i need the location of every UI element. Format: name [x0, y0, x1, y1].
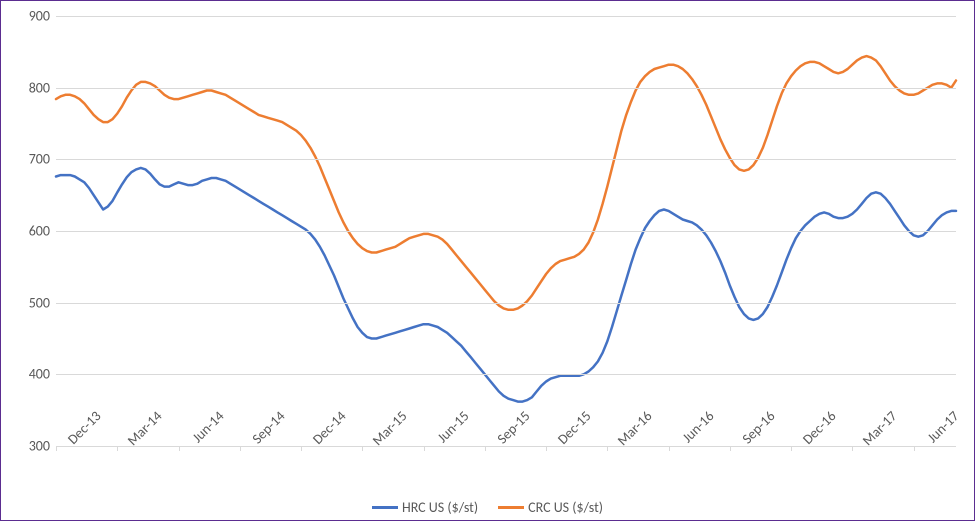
series-line [56, 56, 956, 310]
legend-label: HRC US ($/st) [402, 499, 478, 516]
legend-label: CRC US ($/st) [528, 499, 603, 516]
y-axis-label: 400 [29, 366, 56, 383]
chart-frame: 300400500600700800900Dec-13Mar-14Jun-14S… [0, 0, 975, 521]
y-axis-label: 600 [29, 223, 56, 240]
y-axis-label: 800 [29, 79, 56, 96]
legend-item: HRC US ($/st) [372, 499, 478, 516]
legend-swatch [498, 506, 524, 509]
gridline [56, 303, 956, 304]
gridline [56, 374, 956, 375]
gridline [56, 159, 956, 160]
legend-item: CRC US ($/st) [498, 499, 603, 516]
gridline [56, 231, 956, 232]
plot-area: 300400500600700800900Dec-13Mar-14Jun-14S… [56, 16, 956, 446]
y-axis-label: 700 [29, 151, 56, 168]
gridline [56, 88, 956, 89]
series-line [56, 168, 956, 402]
y-axis-label: 900 [29, 8, 56, 25]
legend: HRC US ($/st) CRC US ($/st) [1, 496, 974, 516]
gridline [56, 16, 956, 17]
legend-swatch [372, 506, 398, 509]
y-axis-label: 500 [29, 294, 56, 311]
